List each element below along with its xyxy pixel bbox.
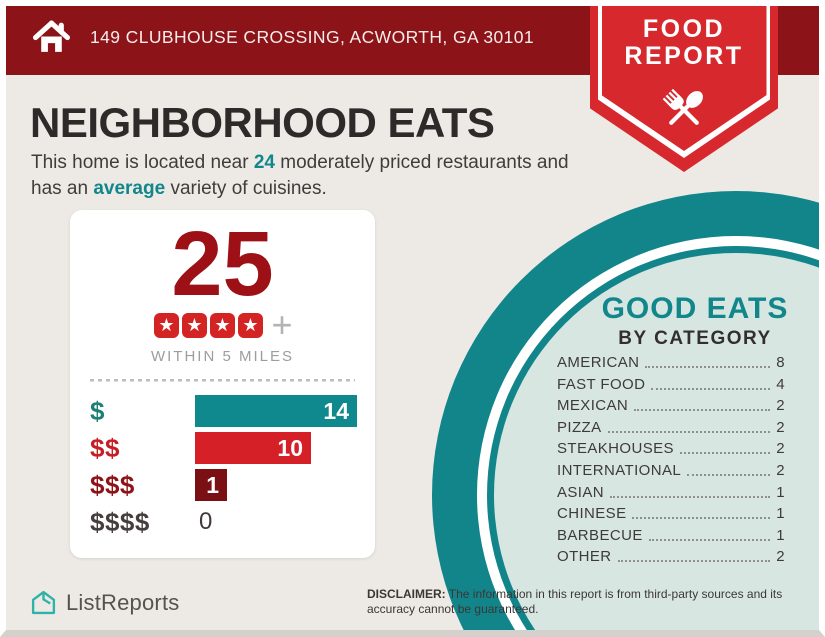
plus-icon: + [271, 304, 293, 345]
chart-row: $$ 10 [90, 432, 355, 464]
category-label: MEXICAN [557, 397, 629, 415]
variety-highlight: average [93, 178, 166, 200]
badge-title: FOOD REPORT [590, 16, 778, 70]
category-label: AMERICAN [557, 354, 640, 371]
chart-row: $14 [90, 395, 357, 427]
star-icon: ★ [181, 312, 207, 338]
category-value: 2 [776, 440, 785, 458]
bar-zone: 0 [195, 506, 355, 538]
badge-title-line2: REPORT [624, 42, 744, 70]
price-tier-label: $ [90, 395, 105, 426]
bar-zone: 14 [195, 395, 357, 427]
dotted-leader [617, 560, 771, 563]
category-label: STEAKHOUSES [557, 440, 674, 458]
intro-part2: moderately priced restaurants and [274, 152, 569, 173]
star-icon: ★ [237, 312, 263, 338]
category-row: PIZZA 2 [557, 418, 785, 436]
category-value: 8 [776, 354, 785, 371]
listreports-logo-icon [31, 590, 56, 615]
disclaimer-body: The information in this report is from t… [367, 587, 783, 617]
star-icon: ★ [209, 312, 235, 338]
category-value: 4 [776, 375, 785, 393]
dashed-divider [90, 379, 355, 382]
category-value: 1 [776, 505, 785, 523]
category-row: FAST FOOD 4 [557, 375, 785, 393]
category-label: ASIAN [557, 483, 605, 501]
dotted-leader [634, 409, 771, 412]
price-tier-label: $$ [90, 432, 120, 463]
category-label: OTHER [557, 548, 612, 566]
summary-card: 25 ★ ★ ★ ★ + WITHIN 5 MILES $14 $$ 10 $$$ 1 $$$$ 0 [70, 210, 375, 558]
price-tier-label: $$$ [90, 469, 135, 500]
food-report-badge: FOOD REPORT [590, 0, 778, 172]
category-row: OTHER 2 [557, 548, 785, 566]
brand-name: ListReports [66, 589, 180, 615]
bar-zone: 10 [195, 432, 355, 464]
brand-logo-lockup: ListReports [30, 589, 179, 616]
dotted-leader [679, 452, 771, 455]
crossed-spoon-fork-icon [662, 88, 703, 125]
category-value: 1 [776, 483, 785, 501]
dotted-leader [687, 473, 771, 476]
category-row: INTERNATIONAL 2 [557, 461, 785, 479]
radius-caption: WITHIN 5 MILES [150, 348, 294, 365]
dotted-leader [607, 430, 771, 433]
restaurant-count: 24 [253, 152, 275, 173]
chart-row: $$$$ 0 [90, 506, 355, 538]
category-row: MEXICAN 2 [557, 397, 785, 415]
intro-part1: This home is located near [31, 152, 254, 173]
page-title: NEIGHBORHOOD EATS [30, 99, 495, 146]
dotted-leader [632, 517, 771, 520]
home-icon [33, 20, 70, 52]
category-row: BARBECUE 1 [557, 526, 785, 544]
category-row: CHINESE 1 [557, 505, 785, 523]
bar-value-zero: 0 [199, 508, 213, 535]
dotted-leader [645, 366, 771, 368]
category-value: 2 [776, 418, 785, 436]
category-list: AMERICAN 8 FAST FOOD 4 MEXICAN 2 PIZZA 2 STEAKHO… [557, 354, 785, 572]
category-value: 2 [776, 548, 785, 566]
bar-zone: 1 [195, 469, 355, 501]
intro-text: This home is located near 24 moderately … [31, 150, 591, 202]
good-eats-subtitle: BY CATEGORY [618, 328, 772, 349]
category-label: INTERNATIONAL [557, 461, 682, 479]
category-label: BARBECUE [557, 526, 643, 544]
category-label: FAST FOOD [557, 375, 646, 393]
disclaimer-label: DISCLAIMER: [367, 587, 446, 601]
category-value: 2 [776, 397, 785, 415]
dotted-leader [610, 495, 771, 498]
bar: 14 [195, 395, 357, 427]
category-label: CHINESE [557, 505, 627, 523]
property-address: 149 CLUBHOUSE CROSSING, ACWORTH, GA 3010… [90, 27, 534, 47]
dotted-leader [651, 387, 771, 390]
category-value: 1 [776, 526, 785, 544]
badge-title-line1: FOOD [642, 15, 726, 43]
chart-row: $$$ 1 [90, 469, 355, 501]
category-row: STEAKHOUSES 2 [557, 440, 785, 458]
total-restaurants: 25 [171, 213, 274, 315]
bar: 10 [195, 432, 311, 464]
star-icon: ★ [153, 312, 179, 338]
category-row: AMERICAN 8 [557, 354, 785, 371]
price-tier-bar-chart: $14 $$ 10 $$$ 1 $$$$ 0 [90, 395, 357, 538]
good-eats-title: GOOD EATS [601, 292, 789, 325]
disclaimer-text: DISCLAIMER: The information in this repo… [367, 587, 795, 618]
intro-part4: variety of cuisines. [165, 178, 327, 200]
star-rating: ★ ★ ★ ★ + [90, 304, 355, 345]
category-value: 2 [776, 461, 785, 479]
category-row: ASIAN 1 [557, 483, 785, 501]
dotted-leader [648, 538, 771, 541]
bar: 1 [195, 469, 227, 501]
category-label: PIZZA [557, 418, 602, 436]
good-eats-header: GOOD EATS BY CATEGORY [545, 292, 825, 350]
price-tier-label: $$$$ [90, 506, 150, 537]
intro-part3: has an [31, 178, 94, 200]
